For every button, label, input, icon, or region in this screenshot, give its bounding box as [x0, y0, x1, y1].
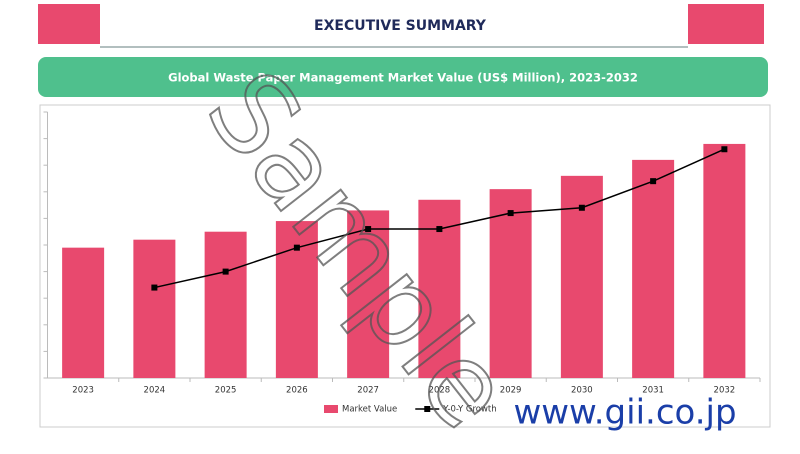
- x-tick-label: 2026: [286, 386, 308, 396]
- x-tick-label: 2028: [429, 386, 451, 396]
- x-tick-label: 2023: [72, 386, 94, 396]
- bar: [632, 159, 675, 378]
- bar: [62, 247, 105, 378]
- x-tick-label: 2025: [215, 386, 237, 396]
- growth-marker: [721, 146, 728, 153]
- x-tick-label: 2031: [642, 386, 664, 396]
- growth-marker: [293, 244, 300, 251]
- growth-marker: [507, 210, 514, 217]
- plot: 2023 2024 2025 2026 2027 2028 2029 2030 2031 2032…: [43, 111, 761, 415]
- x-tick-label: 2027: [357, 386, 379, 396]
- x-tick-label: 2030: [571, 386, 593, 396]
- header-accent: [688, 4, 764, 44]
- growth-marker: [436, 226, 443, 233]
- bar: [133, 239, 176, 378]
- legend-swatch: [424, 406, 431, 412]
- x-tick-label: 2024: [144, 386, 166, 396]
- growth-marker: [650, 178, 657, 185]
- x-tick-label: 2029: [500, 386, 522, 396]
- chart-title-bar: [38, 57, 768, 97]
- header-title: EXECUTIVE SUMMARY: [314, 18, 487, 34]
- growth-marker: [151, 284, 158, 291]
- bar: [347, 210, 390, 378]
- header-accent: [38, 4, 100, 44]
- growth-marker: [222, 268, 229, 275]
- chart-title: Global Waste Paper Management Market Val…: [168, 71, 638, 85]
- x-tick-label: 2032: [714, 386, 736, 396]
- legend-label: Market Value: [342, 405, 397, 415]
- legend-swatch: [324, 405, 338, 413]
- growth-marker: [365, 226, 372, 233]
- header-box: [100, 4, 688, 48]
- bar: [489, 189, 532, 378]
- site-url: www.gii.co.jp: [513, 393, 736, 433]
- bar: [703, 143, 746, 378]
- bar: [204, 231, 247, 378]
- growth-marker: [578, 204, 585, 211]
- chart-frame: [39, 104, 771, 428]
- legend-label: Y-0-Y Growth: [442, 405, 496, 415]
